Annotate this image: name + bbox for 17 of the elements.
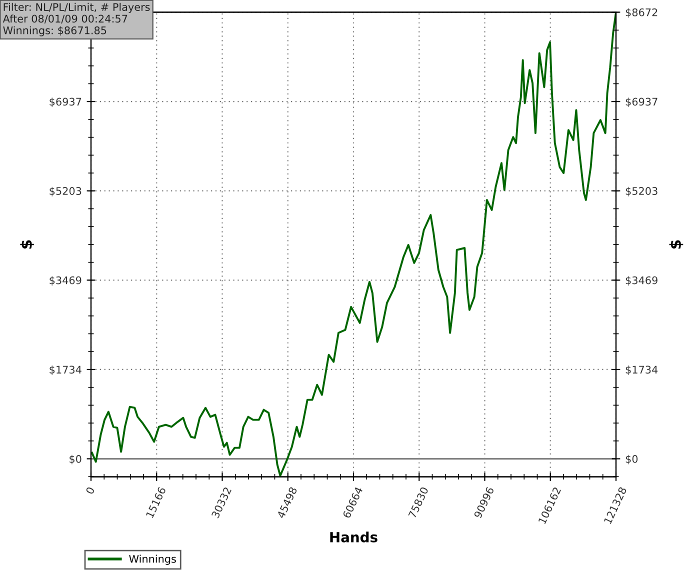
y-tick-label: $1734 bbox=[50, 366, 82, 375]
legend-label: Winnings bbox=[129, 554, 176, 565]
y2-tick-label: $1734 bbox=[626, 366, 658, 375]
y2-tick-label: $6937 bbox=[626, 98, 658, 108]
y2-axis-title: $ bbox=[669, 240, 684, 249]
annotation: Filter: NL/PL/Limit, # Players After 08/01/09 00:24:57 Winnings: $8671.85 bbox=[2, 2, 150, 36]
y-axis-title: $ bbox=[20, 240, 34, 249]
x-axis-title: Hands bbox=[330, 532, 378, 542]
y2-tick-label: $3469 bbox=[626, 276, 658, 286]
y-tick-label: $5203 bbox=[50, 186, 82, 196]
y2-tick-label: $0 bbox=[626, 454, 638, 464]
y-tick-label: $3469 bbox=[50, 276, 82, 286]
y-tick-label: $0 bbox=[70, 454, 82, 464]
y2-tick-label: $5203 bbox=[626, 186, 658, 196]
y2-tick-label: $8672 bbox=[626, 8, 658, 18]
y-tick-label: $6937 bbox=[50, 98, 82, 108]
x-tick-label: 0 bbox=[85, 486, 95, 495]
